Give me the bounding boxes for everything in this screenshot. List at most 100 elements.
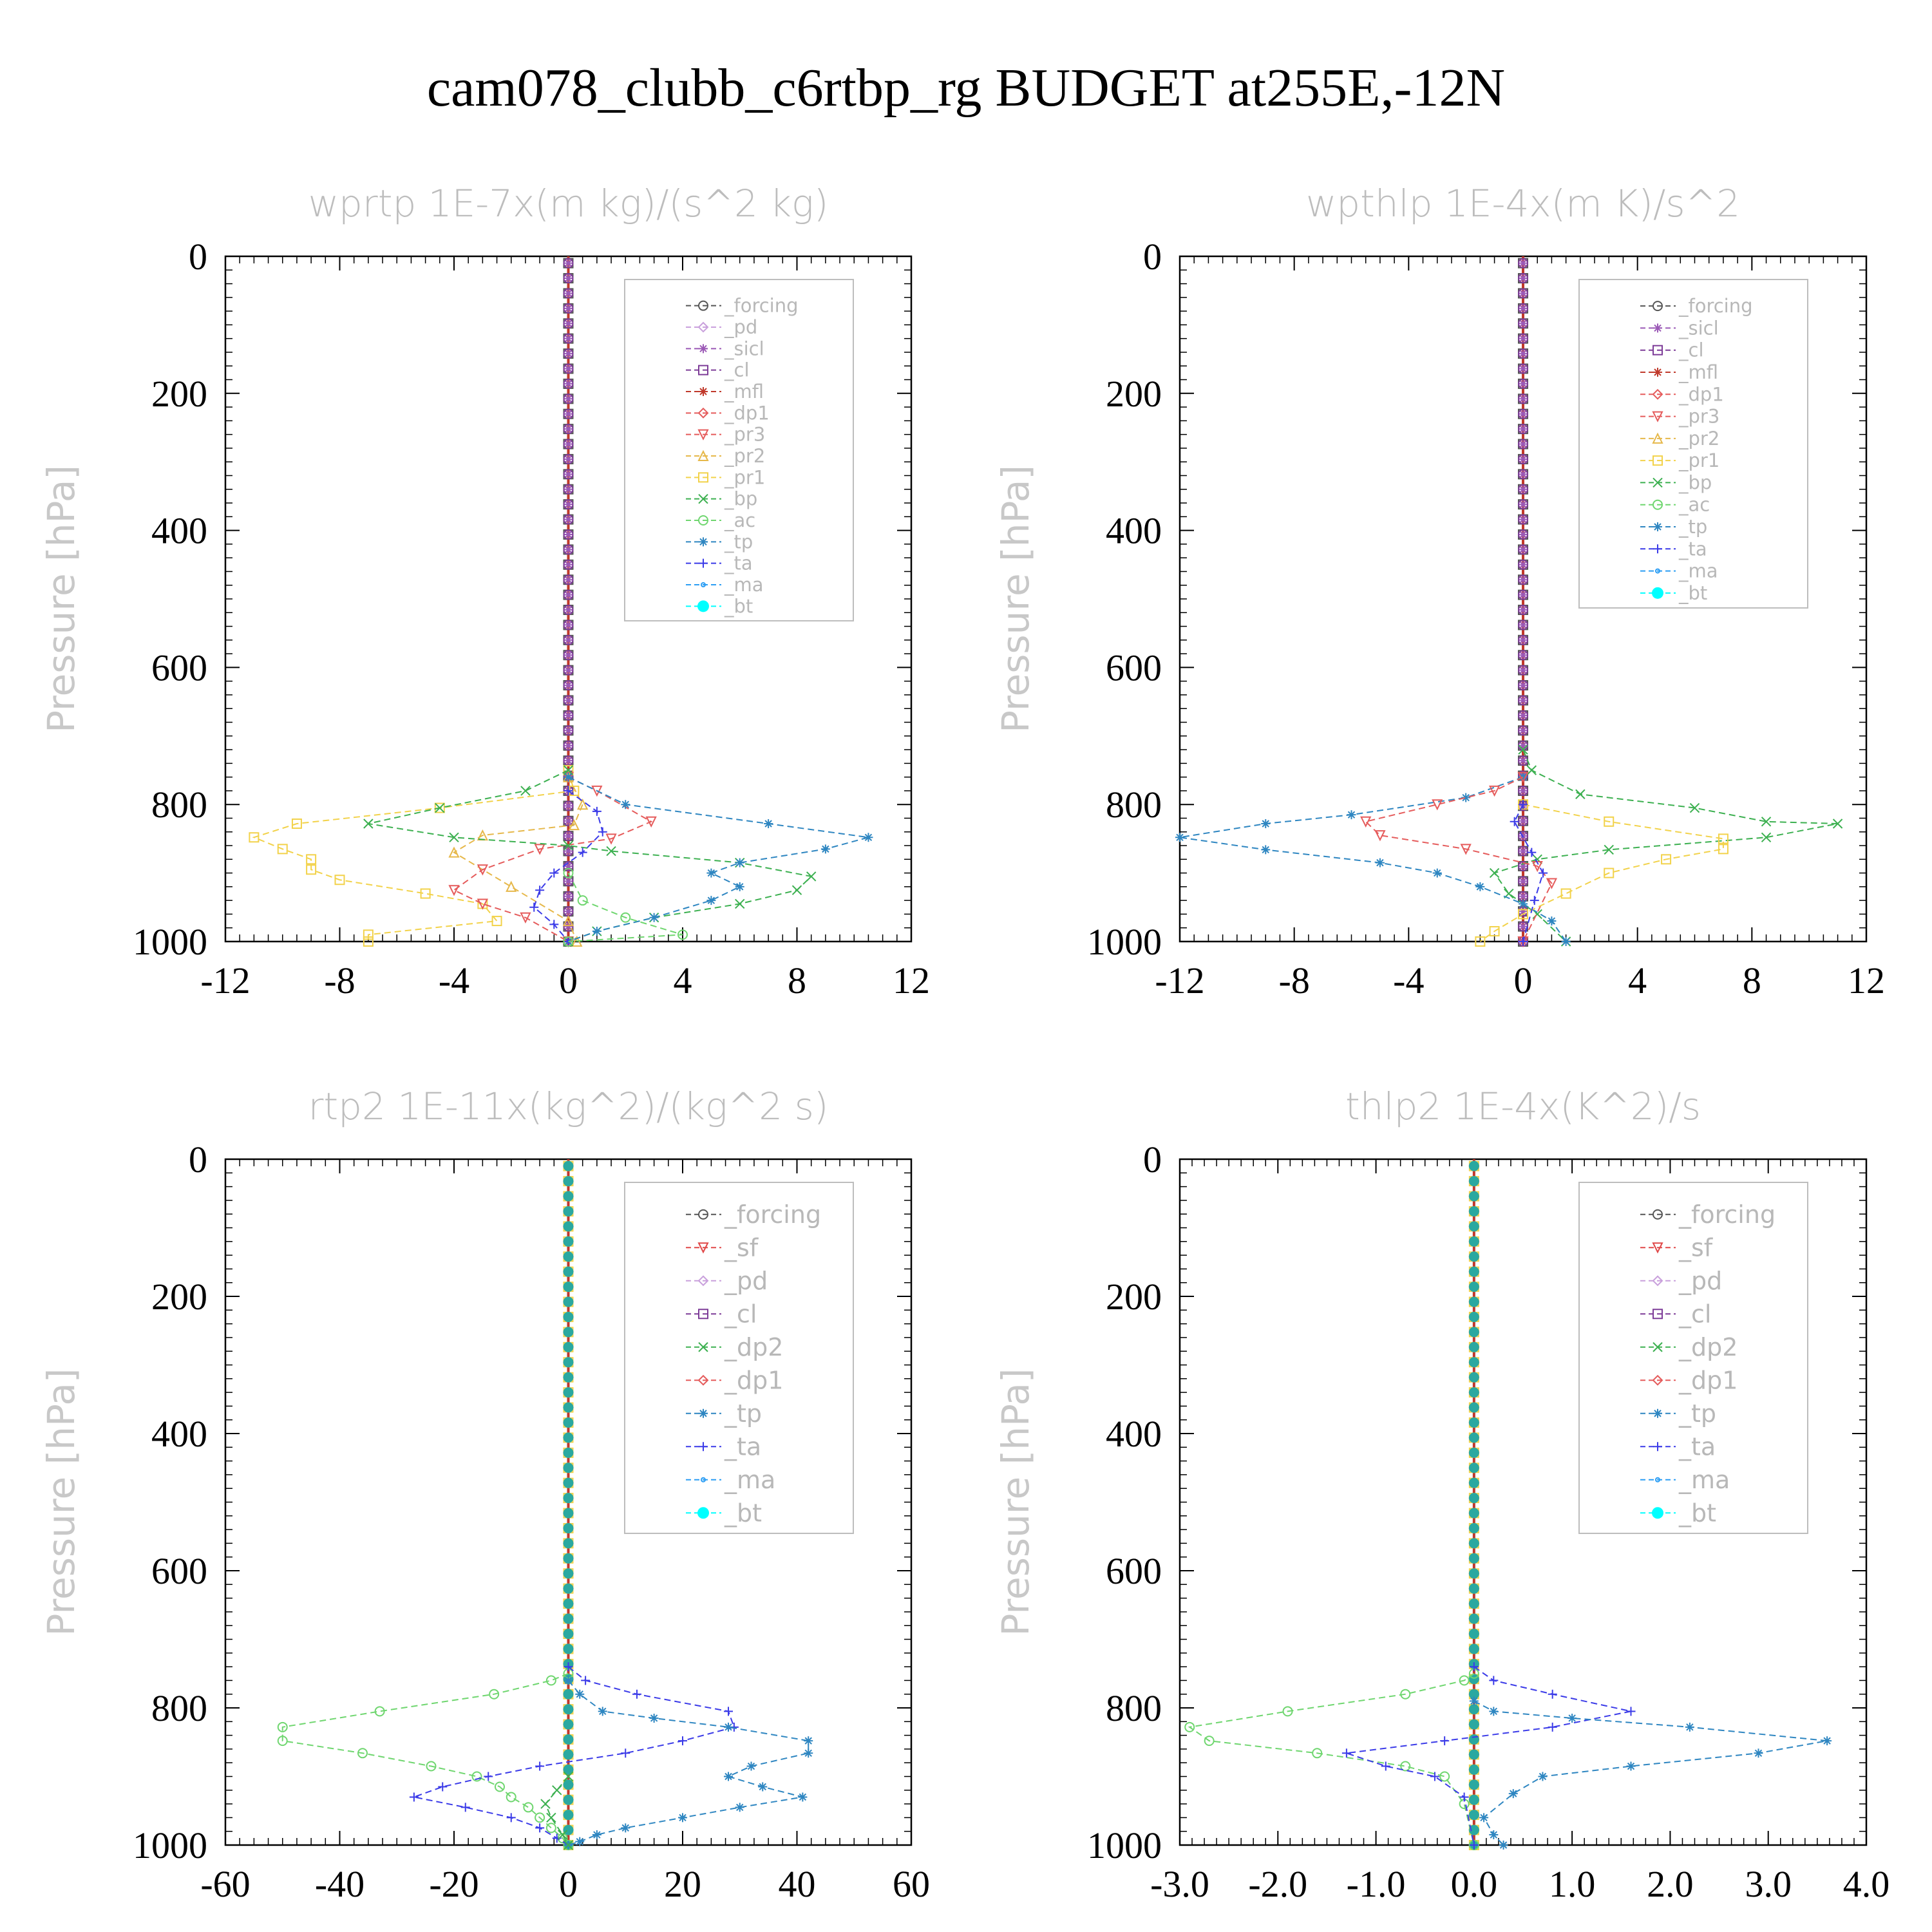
legend-box bbox=[624, 279, 854, 621]
marker-cl bbox=[1518, 333, 1528, 344]
marker-bt bbox=[563, 1598, 574, 1609]
data-point bbox=[1440, 1736, 1450, 1746]
data-point bbox=[1761, 832, 1772, 842]
legend: _forcing _sf _pd _cl _dp2 _dp1 _tp _ta _ma _bt bbox=[624, 1182, 854, 1534]
data-point bbox=[546, 1812, 556, 1823]
marker-sicl bbox=[1519, 334, 1528, 343]
marker-bt bbox=[563, 1794, 574, 1805]
data-point bbox=[706, 868, 716, 878]
marker-sicl bbox=[1519, 876, 1528, 886]
legend-item-sf: _sf bbox=[1640, 1233, 1714, 1262]
data-point bbox=[571, 935, 583, 947]
marker-bt bbox=[563, 1296, 574, 1307]
marker-bt bbox=[1468, 1583, 1479, 1594]
legend: _forcing_pd_sicl_cl_mfl_dp1_pr3_pr2_pr1_… bbox=[624, 279, 854, 621]
legend-item-pr1: _pr1 bbox=[686, 466, 765, 488]
y-tick-label: 200 bbox=[151, 1276, 207, 1318]
marker-sicl bbox=[564, 334, 573, 343]
chart-panel-1: wprtp 1E-7x(m kg)/(s^2 kg) Pressure [hPa]… bbox=[39, 182, 930, 1001]
panel-title: thlp2 1E-4x(K^2)/s bbox=[1345, 1084, 1701, 1128]
legend-item-dp1: _dp1 bbox=[686, 1366, 783, 1394]
y-tick-label: 0 bbox=[1143, 236, 1162, 278]
marker-cl bbox=[563, 258, 574, 269]
marker-cl bbox=[563, 665, 574, 676]
legend-item-ma: _ma bbox=[686, 574, 764, 596]
x-tick-label: -12 bbox=[1155, 960, 1204, 1001]
marker-bt bbox=[563, 1236, 574, 1247]
y-tick-label: 200 bbox=[1106, 1276, 1162, 1318]
data-point bbox=[1604, 844, 1614, 855]
legend-label: _cl bbox=[1678, 339, 1704, 361]
series-line bbox=[533, 790, 603, 942]
data-point bbox=[477, 864, 488, 876]
legend-item-ac: _ac bbox=[686, 509, 755, 531]
marker-bt bbox=[1468, 1387, 1479, 1398]
data-point bbox=[649, 1713, 659, 1723]
legend-swatch-marker bbox=[697, 1374, 709, 1386]
data-point bbox=[1459, 1792, 1469, 1802]
marker-bt bbox=[563, 1447, 574, 1458]
marker-sicl bbox=[564, 696, 573, 705]
marker-cl bbox=[1518, 860, 1528, 871]
marker-sicl bbox=[1519, 349, 1528, 359]
data-point bbox=[735, 858, 744, 867]
legend-label: _dp2 bbox=[1678, 1333, 1738, 1361]
data-point bbox=[764, 819, 773, 828]
marker-sicl bbox=[1519, 409, 1528, 419]
data-point bbox=[1475, 936, 1486, 947]
legend-label: _pr2 bbox=[724, 445, 765, 467]
legend-swatch-marker bbox=[1653, 1342, 1663, 1352]
legend-swatch-marker bbox=[1652, 1242, 1663, 1254]
data-point bbox=[277, 1721, 288, 1732]
marker-bt bbox=[563, 1810, 574, 1821]
data-point bbox=[1204, 1736, 1215, 1747]
legend-swatch-marker bbox=[1653, 544, 1662, 554]
marker-bt bbox=[563, 1779, 574, 1790]
data-point bbox=[306, 854, 317, 865]
marker-bt bbox=[563, 1387, 574, 1398]
data-point bbox=[820, 844, 830, 854]
data-point bbox=[1567, 1713, 1577, 1723]
marker-cl bbox=[1518, 258, 1528, 269]
marker-sicl bbox=[1519, 274, 1528, 283]
legend-swatch-marker bbox=[698, 493, 708, 504]
legend-swatch-marker bbox=[1653, 1309, 1663, 1320]
marker-bt bbox=[1468, 1810, 1479, 1821]
data-point bbox=[1360, 816, 1372, 828]
data-point bbox=[460, 1803, 470, 1812]
marker-bt bbox=[1468, 1613, 1479, 1624]
legend-label: _tp bbox=[724, 1399, 762, 1428]
legend-item-bt: _bt bbox=[1640, 1499, 1716, 1527]
legend-swatch-marker bbox=[1653, 301, 1663, 312]
marker-cl bbox=[563, 544, 574, 555]
x-tick-label: 12 bbox=[1848, 960, 1885, 1001]
marker-bt bbox=[563, 1311, 574, 1322]
legend-swatch-marker bbox=[1653, 455, 1663, 466]
legend-swatch-marker bbox=[699, 1408, 708, 1418]
marker-bt bbox=[563, 1538, 574, 1549]
y-tick-label: 800 bbox=[151, 1687, 207, 1729]
data-point bbox=[678, 1813, 687, 1823]
panel-title: rtp2 1E-11x(kg^2)/(kg^2 s) bbox=[308, 1084, 829, 1128]
data-point bbox=[535, 1812, 545, 1823]
marker-bt bbox=[1468, 1311, 1479, 1322]
marker-cl bbox=[1518, 680, 1528, 691]
series-dp2 bbox=[540, 1771, 574, 1850]
legend-swatch-marker bbox=[698, 515, 708, 526]
legend-label: _bt bbox=[724, 1499, 762, 1527]
legend-swatch-marker bbox=[697, 1275, 709, 1287]
legend-swatch-marker bbox=[1652, 1374, 1663, 1386]
y-tick-label: 400 bbox=[151, 1413, 207, 1455]
data-point bbox=[534, 844, 545, 855]
marker-sicl bbox=[1519, 605, 1528, 615]
y-tick-label: 1000 bbox=[1087, 921, 1162, 963]
marker-cl bbox=[1518, 785, 1528, 796]
data-point bbox=[1374, 830, 1386, 842]
marker-bt bbox=[1468, 1522, 1479, 1533]
data-point bbox=[434, 802, 445, 813]
marker-cl bbox=[563, 393, 574, 404]
marker-cl bbox=[563, 453, 574, 464]
marker-cl bbox=[1518, 273, 1528, 284]
data-point bbox=[449, 832, 459, 842]
